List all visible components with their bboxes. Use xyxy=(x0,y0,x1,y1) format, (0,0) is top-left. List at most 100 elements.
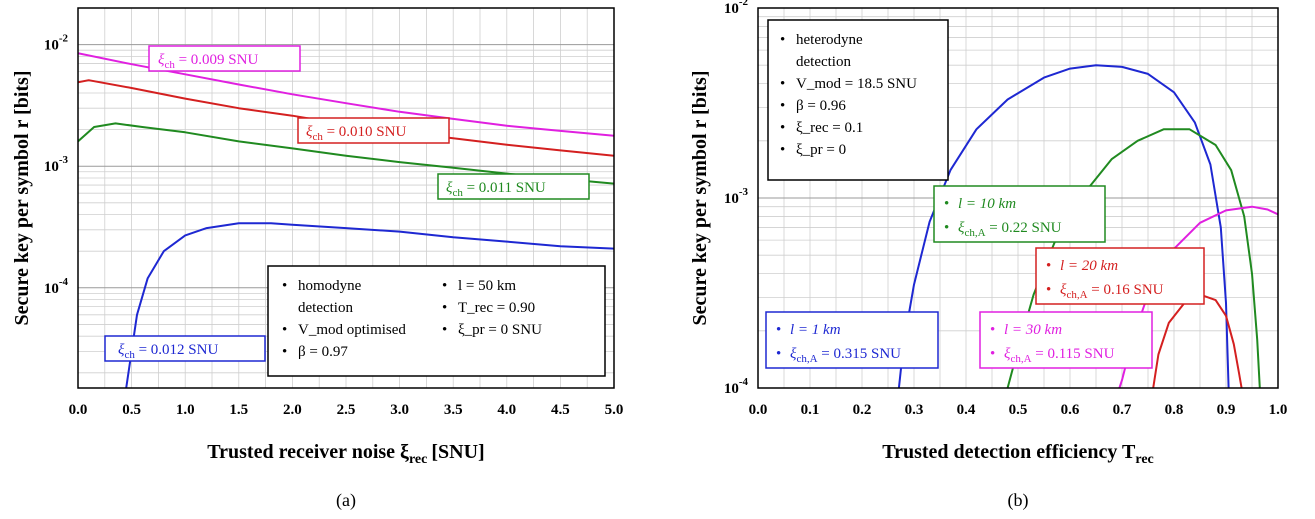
series-line-a-3 xyxy=(125,222,614,388)
series-label-b-1: • l = 10 km • ξch,A = 0.22 SNU xyxy=(933,185,1106,243)
x-tick-label: 3.5 xyxy=(444,402,463,418)
svg-text:detection: detection xyxy=(796,54,851,70)
series-label-a-2: ξch = 0.011 SNU xyxy=(437,173,590,200)
y-axis-label-b: Secure key per symbol r [bits] xyxy=(689,71,711,326)
svg-text:•: • xyxy=(442,278,447,294)
x-tick-label: 0.2 xyxy=(853,402,872,418)
x-tick-label: 5.0 xyxy=(605,402,624,418)
svg-text:•: • xyxy=(282,344,287,360)
svg-text:•: • xyxy=(990,346,995,362)
params-box-a: • homodyne detection • V_mod optimised • β … xyxy=(267,265,606,377)
svg-text:V_mod optimised: V_mod optimised xyxy=(298,322,406,338)
svg-text:l = 30 km: l = 30 km xyxy=(1004,322,1062,338)
series-label-b-0: • l = 1 km • ξch,A = 0.315 SNU xyxy=(765,311,939,369)
x-tick-labels-b: 0.0 0.1 0.2 0.3 0.4 0.5 0.6 0.7 0.8 0.9 1.0 xyxy=(749,402,1288,418)
svg-text:homodyne: homodyne xyxy=(298,278,362,294)
x-axis-label-b: Trusted detection efficiency Trec xyxy=(882,441,1154,467)
svg-text:•: • xyxy=(282,322,287,338)
svg-text:V_mod = 18.5 SNU: V_mod = 18.5 SNU xyxy=(796,76,917,92)
svg-text:β = 0.97: β = 0.97 xyxy=(298,344,348,360)
svg-text:ξch = 0.009 SNU: ξch = 0.009 SNU xyxy=(158,52,258,71)
svg-text:ξ_rec = 0.1: ξ_rec = 0.1 xyxy=(796,120,863,136)
svg-text:T_rec = 0.90: T_rec = 0.90 xyxy=(458,300,535,316)
x-tick-label: 0.0 xyxy=(749,402,768,418)
x-axis-label-a: Trusted receiver noise ξrec [SNU] xyxy=(207,441,484,467)
series-label-a-1: ξch = 0.010 SNU xyxy=(297,117,450,144)
x-tick-label: 0.0 xyxy=(69,402,88,418)
y-tick-label: 10-4 xyxy=(724,376,749,397)
svg-text:ξ_pr = 0: ξ_pr = 0 xyxy=(796,142,846,158)
x-tick-label: 1.0 xyxy=(176,402,195,418)
x-tick-label: 1.5 xyxy=(229,402,248,418)
svg-text:•: • xyxy=(944,196,949,212)
svg-text:detection: detection xyxy=(298,300,353,316)
y-tick-label: 10-2 xyxy=(724,0,749,17)
svg-text:ξ_pr = 0 SNU: ξ_pr = 0 SNU xyxy=(458,322,542,338)
x-tick-label: 0.3 xyxy=(905,402,924,418)
svg-text:ξch,A = 0.115 SNU: ξch,A = 0.115 SNU xyxy=(1004,346,1115,365)
svg-text:•: • xyxy=(944,220,949,236)
chart-b: 0.0 0.1 0.2 0.3 0.4 0.5 0.6 0.7 0.8 0.9 1.0 10-410… xyxy=(689,0,1287,511)
caption-b: (b) xyxy=(1008,490,1029,511)
y-tick-label: 10-3 xyxy=(44,154,69,175)
y-tick-label: 10-2 xyxy=(44,33,69,54)
svg-text:ξch,A = 0.315 SNU: ξch,A = 0.315 SNU xyxy=(790,346,901,365)
x-tick-label: 3.0 xyxy=(390,402,409,418)
svg-text:β = 0.96: β = 0.96 xyxy=(796,98,846,114)
svg-text:•: • xyxy=(780,76,785,92)
svg-text:ξch = 0.010 SNU: ξch = 0.010 SNU xyxy=(306,124,406,143)
svg-text:•: • xyxy=(282,278,287,294)
chart-a: 0.0 0.5 1.0 1.5 2.0 2.5 3.0 3.5 4.0 4.5 5.0 10-410… xyxy=(11,7,624,511)
y-axis-label-a: Secure key per symbol r [bits] xyxy=(11,71,33,326)
svg-text:ξch,A = 0.16 SNU: ξch,A = 0.16 SNU xyxy=(1060,282,1164,301)
x-tick-label: 2.5 xyxy=(337,402,356,418)
series-label-a-0: ξch = 0.009 SNU xyxy=(148,45,301,72)
plot-frame-b xyxy=(757,7,1279,389)
x-tick-label: 2.0 xyxy=(283,402,302,418)
x-tick-label: 1.0 xyxy=(1269,402,1288,418)
svg-text:ξch = 0.012 SNU: ξch = 0.012 SNU xyxy=(118,342,218,361)
svg-text:l = 50 km: l = 50 km xyxy=(458,278,516,294)
x-tick-label: 0.1 xyxy=(801,402,820,418)
svg-text:l = 10 km: l = 10 km xyxy=(958,196,1016,212)
y-tick-labels-a: 10-4 10-3 10-2 xyxy=(44,33,69,297)
svg-text:•: • xyxy=(780,98,785,114)
svg-text:•: • xyxy=(442,300,447,316)
x-tick-label: 0.4 xyxy=(957,402,976,418)
series-label-a-3: ξch = 0.012 SNU xyxy=(104,335,266,362)
caption-a: (a) xyxy=(336,490,356,511)
x-tick-label: 0.9 xyxy=(1217,402,1236,418)
x-tick-labels-a: 0.0 0.5 1.0 1.5 2.0 2.5 3.0 3.5 4.0 4.5 5.0 xyxy=(69,402,624,418)
x-tick-label: 0.5 xyxy=(1009,402,1028,418)
svg-text:heterodyne: heterodyne xyxy=(796,32,863,48)
svg-text:ξch = 0.011 SNU: ξch = 0.011 SNU xyxy=(446,180,546,199)
svg-text:•: • xyxy=(780,142,785,158)
x-tick-label: 0.6 xyxy=(1061,402,1080,418)
plot-frame-a xyxy=(77,7,615,389)
svg-text:•: • xyxy=(780,120,785,136)
x-tick-label: 0.8 xyxy=(1165,402,1184,418)
svg-text:•: • xyxy=(776,322,781,338)
y-tick-labels-b: 10-4 10-3 10-2 xyxy=(724,0,749,397)
series-line-b-2 xyxy=(1152,293,1243,388)
x-tick-label: 0.7 xyxy=(1113,402,1132,418)
series-line-b-0 xyxy=(897,64,1230,388)
svg-text:ξch,A = 0.22 SNU: ξch,A = 0.22 SNU xyxy=(958,220,1062,239)
svg-text:•: • xyxy=(776,346,781,362)
svg-text:•: • xyxy=(442,322,447,338)
y-tick-label: 10-3 xyxy=(724,186,749,207)
y-tick-label: 10-4 xyxy=(44,276,69,297)
x-tick-label: 4.0 xyxy=(497,402,516,418)
series-label-b-2: • l = 20 km • ξch,A = 0.16 SNU xyxy=(1035,247,1205,305)
x-tick-label: 4.5 xyxy=(551,402,570,418)
x-tick-label: 0.5 xyxy=(122,402,141,418)
svg-text:l = 20 km: l = 20 km xyxy=(1060,258,1118,274)
svg-text:•: • xyxy=(1046,258,1051,274)
series-label-b-3: • l = 30 km • ξch,A = 0.115 SNU xyxy=(979,311,1153,369)
svg-text:•: • xyxy=(780,32,785,48)
params-box-b: • heterodyne detection • V_mod = 18.5 SNU … xyxy=(767,19,949,181)
svg-text:l = 1 km: l = 1 km xyxy=(790,322,841,338)
svg-text:•: • xyxy=(1046,282,1051,298)
svg-text:•: • xyxy=(990,322,995,338)
